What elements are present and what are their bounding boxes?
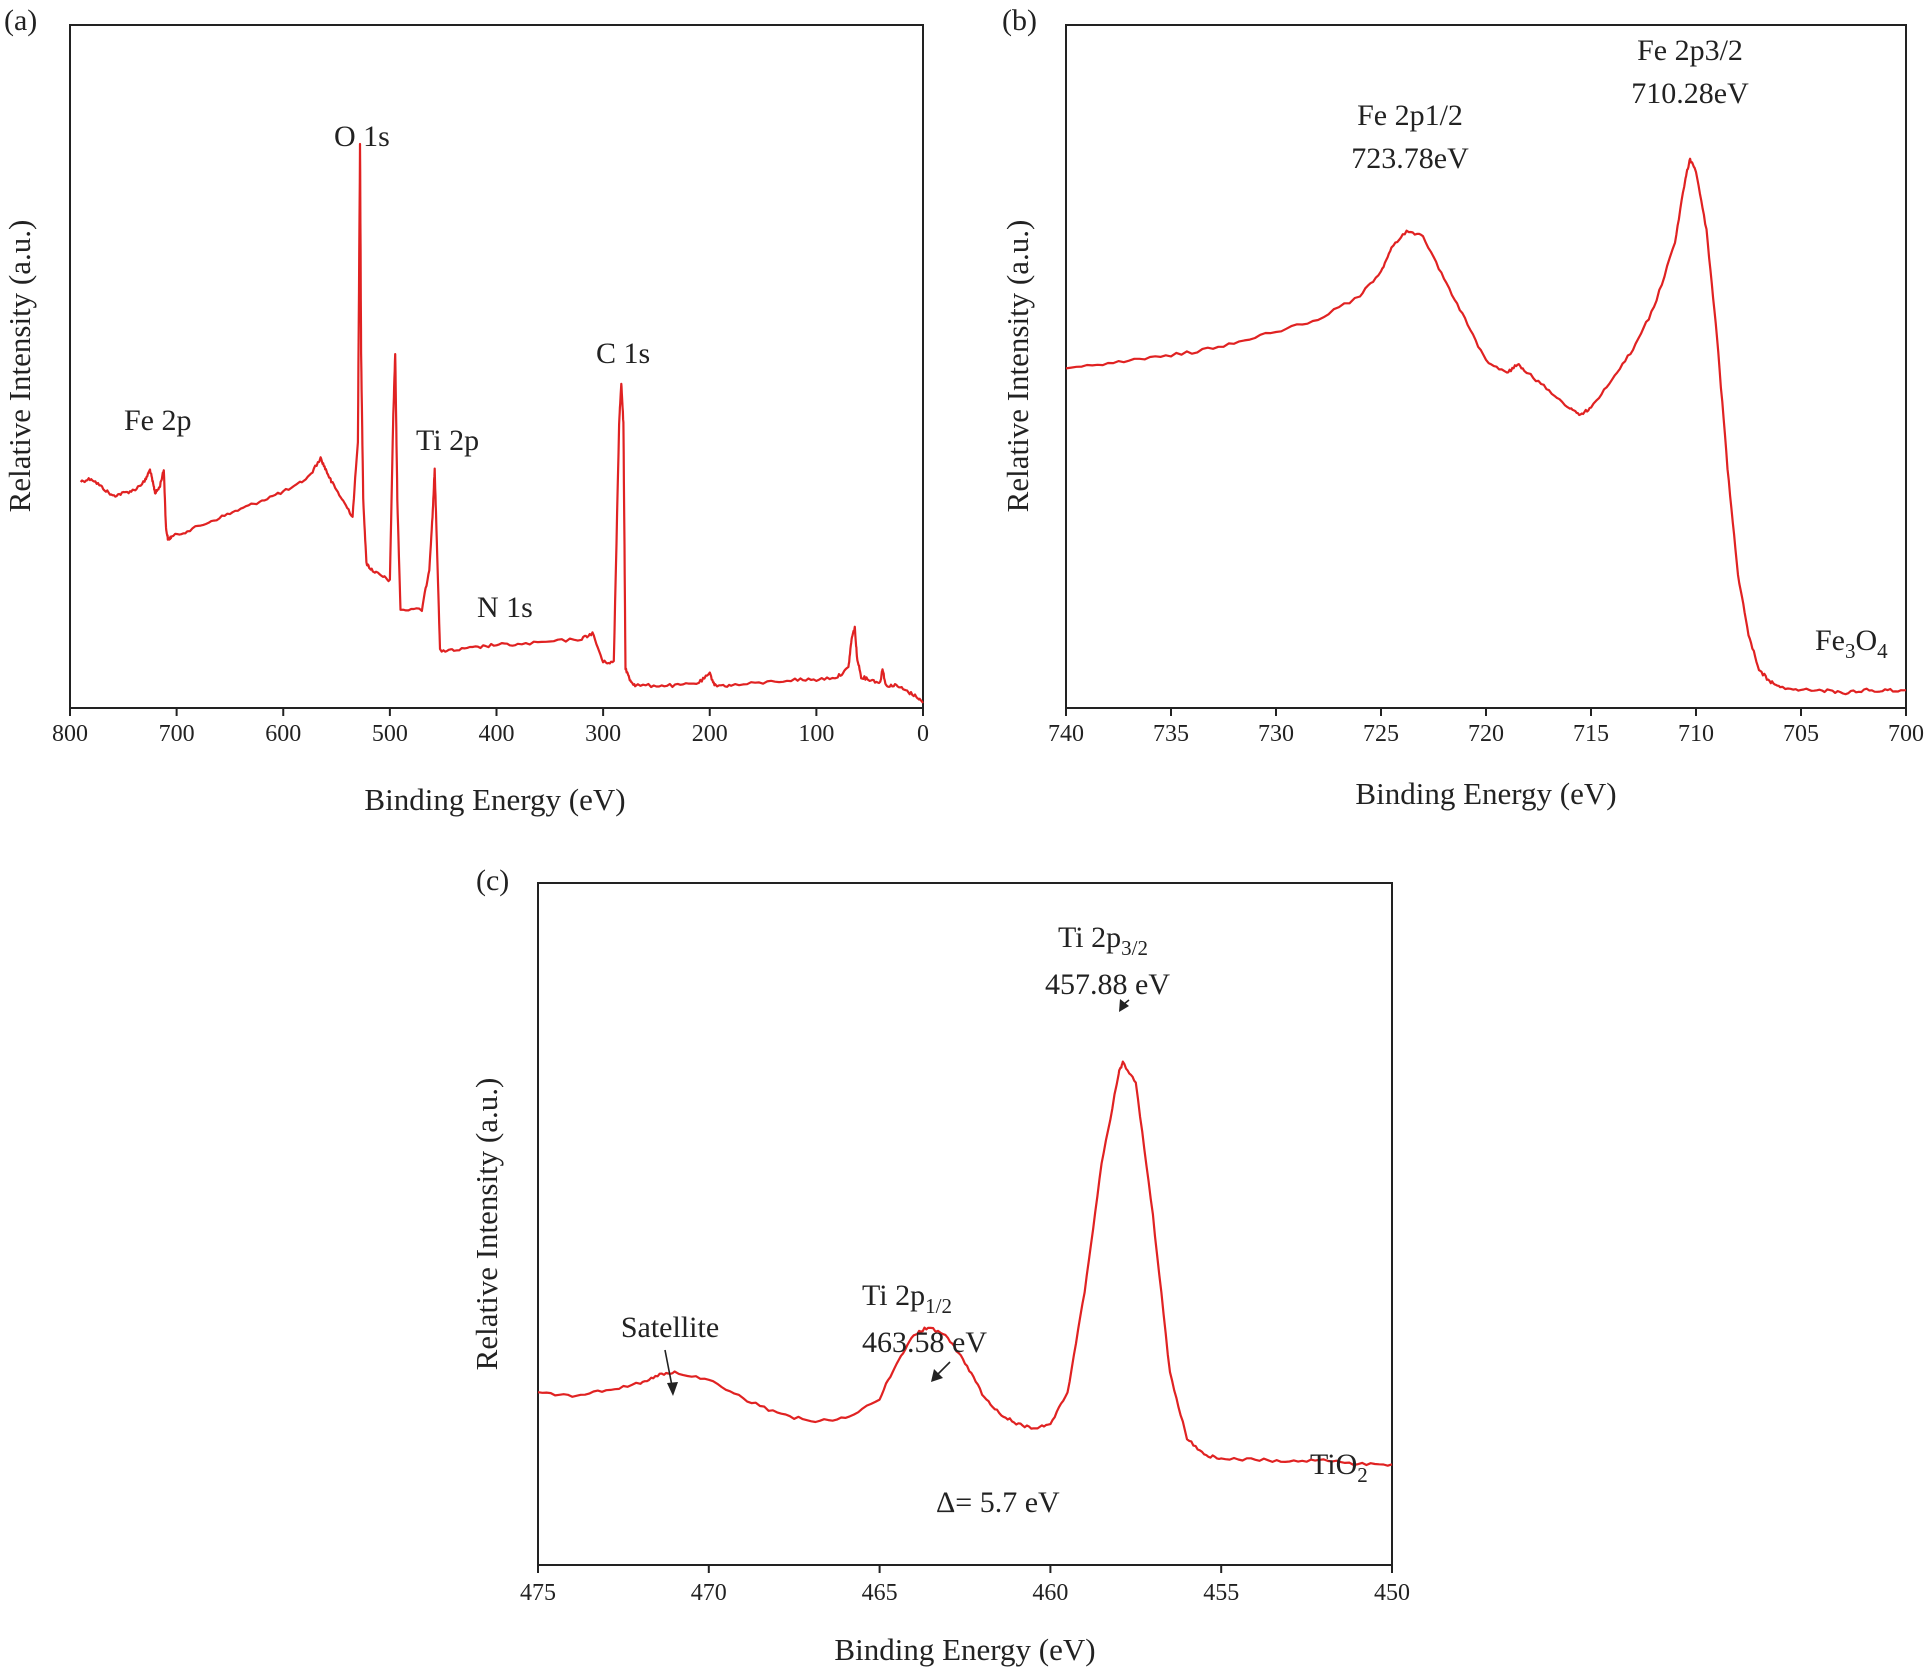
panel-c-x-tick-label: 470: [691, 1580, 727, 1606]
panel-c-satellite-label: Satellite: [621, 1311, 719, 1344]
panel-b-x-tick-label: 705: [1783, 721, 1819, 747]
panel-c-x-axis-title: Binding Energy (eV): [834, 1632, 1095, 1667]
panel-c-y-axis-title: Relative Intensity (a.u.): [469, 1078, 504, 1371]
panel-b-y-axis-title: Relative Intensity (a.u.): [1000, 220, 1035, 513]
panel-c: (c) 475 470 465 460 455 450 Binding Energy (e…: [469, 864, 1410, 1667]
panel-a-ticks: 800 700 600 500 400 300 200 100 0: [52, 708, 929, 747]
panel-a-x-axis-title: Binding Energy (eV): [364, 782, 625, 817]
panel-b-sample-label: Fe3O4: [1815, 624, 1888, 663]
panel-c-spectrum-line: [537, 1060, 1393, 1467]
panel-a-x-tick-label: 500: [372, 721, 408, 747]
panel-c-delta-label: Δ= 5.7 eV: [936, 1486, 1060, 1519]
panel-b: (b) 740 735 730 725 720 715 710 705 700 Binding …: [1000, 4, 1924, 811]
panel-a-x-tick-label: 400: [479, 721, 515, 747]
panel-c-ti2p32-energy: 457.88 eV: [1045, 968, 1170, 1001]
panel-b-label: (b): [1002, 4, 1037, 37]
panel-b-x-tick-label: 730: [1258, 721, 1294, 747]
panel-c-ti2p12-energy: 463.58 eV: [862, 1326, 987, 1359]
panel-b-fe2p32-energy: 710.28eV: [1631, 77, 1749, 110]
panel-a-label: (a): [4, 4, 37, 37]
panel-c-ti2p12-name: Ti 2p1/2: [862, 1279, 952, 1318]
panel-b-fe2p12-energy: 723.78eV: [1351, 142, 1469, 175]
panel-c-ti2p32-arrowhead: [1119, 999, 1129, 1012]
panel-c-x-tick-label: 465: [862, 1580, 898, 1606]
panel-b-spectrum-line: [1065, 157, 1907, 696]
panel-a-fe2p-label: Fe 2p: [124, 404, 192, 437]
panel-a: (a) 800 700 600 500 400 300 200 100 0 Binding En…: [2, 4, 929, 817]
panel-a-y-axis-title: Relative Intensity (a.u.): [2, 220, 37, 513]
panel-a-x-tick-label: 300: [585, 721, 621, 747]
panel-b-x-tick-label: 700: [1888, 721, 1924, 747]
panel-c-satellite-arrow: [664, 1349, 673, 1387]
panel-c-ti2p12-arrow: [936, 1361, 951, 1376]
panel-a-spectrum-line: [79, 142, 924, 704]
panel-c-ticks: 475 470 465 460 455 450: [520, 1565, 1410, 1606]
panel-b-fe2p12-name: Fe 2p1/2: [1357, 99, 1463, 132]
panel-c-x-tick-label: 455: [1203, 1580, 1239, 1606]
panel-a-x-tick-label: 600: [265, 721, 301, 747]
panel-b-x-tick-label: 715: [1573, 721, 1609, 747]
panel-b-ticks: 740 735 730 725 720 715 710 705 700: [1048, 708, 1924, 747]
panel-b-x-tick-label: 720: [1468, 721, 1504, 747]
panel-b-x-tick-label: 725: [1363, 721, 1399, 747]
panel-c-ti2p32-name: Ti 2p3/2: [1058, 921, 1148, 960]
panel-a-x-tick-label: 200: [692, 721, 728, 747]
panel-a-x-tick-label: 0: [917, 721, 929, 747]
panel-c-frame: [537, 882, 1393, 1566]
panel-b-x-tick-label: 735: [1153, 721, 1189, 747]
panel-c-x-tick-label: 450: [1374, 1580, 1410, 1606]
panel-c-satellite-arrowhead: [667, 1382, 678, 1396]
panel-a-c1s-label: C 1s: [596, 337, 650, 370]
panel-c-ti2p12-arrowhead: [931, 1369, 943, 1382]
panel-a-x-tick-label: 700: [159, 721, 195, 747]
panel-b-frame: [1065, 24, 1907, 709]
panel-a-o1s-label: O 1s: [334, 120, 390, 153]
panel-b-fe2p32-name: Fe 2p3/2: [1637, 34, 1743, 67]
panel-c-label: (c): [476, 864, 509, 897]
panel-b-x-tick-label: 740: [1048, 721, 1084, 747]
panel-a-ti2p-label: Ti 2p: [416, 424, 479, 457]
panel-c-x-tick-label: 460: [1032, 1580, 1068, 1606]
panel-c-sample-label: TiO2: [1310, 1448, 1368, 1487]
panel-a-x-tick-label: 800: [52, 721, 88, 747]
panel-b-x-tick-label: 710: [1678, 721, 1714, 747]
panel-a-n1s-label: N 1s: [477, 591, 533, 624]
panel-c-x-tick-label: 475: [520, 1580, 556, 1606]
panel-b-x-axis-title: Binding Energy (eV): [1355, 776, 1616, 811]
panel-a-x-tick-label: 100: [798, 721, 834, 747]
